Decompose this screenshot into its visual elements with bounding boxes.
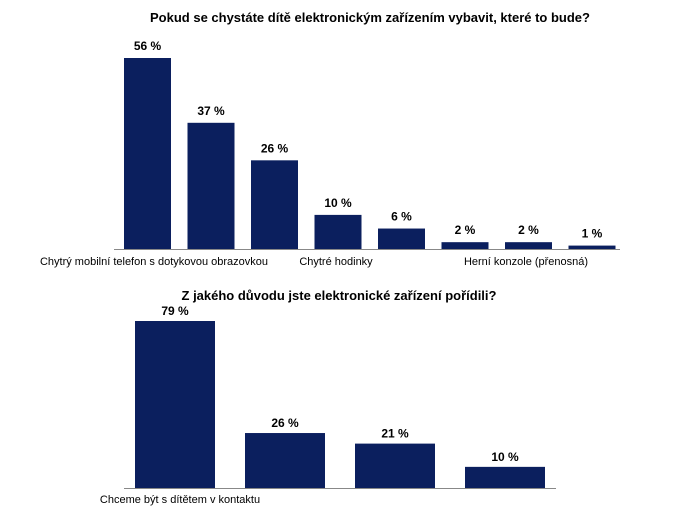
chart2-bar-3 [355,443,435,488]
chart1-category-label-7: Herní konzole (přenosná) [464,256,588,268]
chart1-value-label-5: 6 % [391,210,412,224]
chart2-title: Z jakého důvodu jste elektronické zaříze… [182,288,497,303]
chart1-bar-1 [124,58,171,249]
chart1-value-label-7: 2 % [518,223,539,237]
chart2-bar-4 [465,466,545,488]
chart1-bar-8 [568,245,616,249]
chart1-bar-3 [251,160,298,249]
chart1-bar-5 [378,228,425,249]
chart1-title: Pokud se chystáte dítě elektronickým zař… [150,10,590,25]
chart1-category-label-1: Chytrý mobilní telefon s dotykovou obraz… [40,256,268,268]
chart2-category-label-1: Chceme být s dítětem v kontaktu [100,494,260,506]
chart1-value-label-6: 2 % [455,223,476,237]
chart2-bar-1 [135,321,215,488]
chart1-bar-6 [441,242,489,249]
chart1-value-label-3: 26 % [261,141,289,155]
chart2-value-label-4: 10 % [491,450,519,464]
chart1-value-label-4: 10 % [324,196,352,210]
chart1-value-label-2: 37 % [197,104,225,118]
chart2-value-label-3: 21 % [381,427,409,441]
chart2-bar-2 [245,433,325,488]
chart1-category-label-4: Chytré hodinky [299,256,373,268]
chart1-bar-4 [314,214,362,249]
chart2-value-label-2: 26 % [271,416,299,430]
chart2-value-label-1: 79 % [161,304,189,318]
chart1-bar-7 [505,242,552,249]
chart1-value-label-8: 1 % [582,227,603,241]
chart-purchase-reason: Z jakého důvodu jste elektronické zaříze… [100,288,556,506]
chart1-value-label-1: 56 % [134,39,162,53]
chart-device-choice: Pokud se chystáte dítě elektronickým zař… [40,10,620,268]
chart1-bar-2 [187,122,235,249]
